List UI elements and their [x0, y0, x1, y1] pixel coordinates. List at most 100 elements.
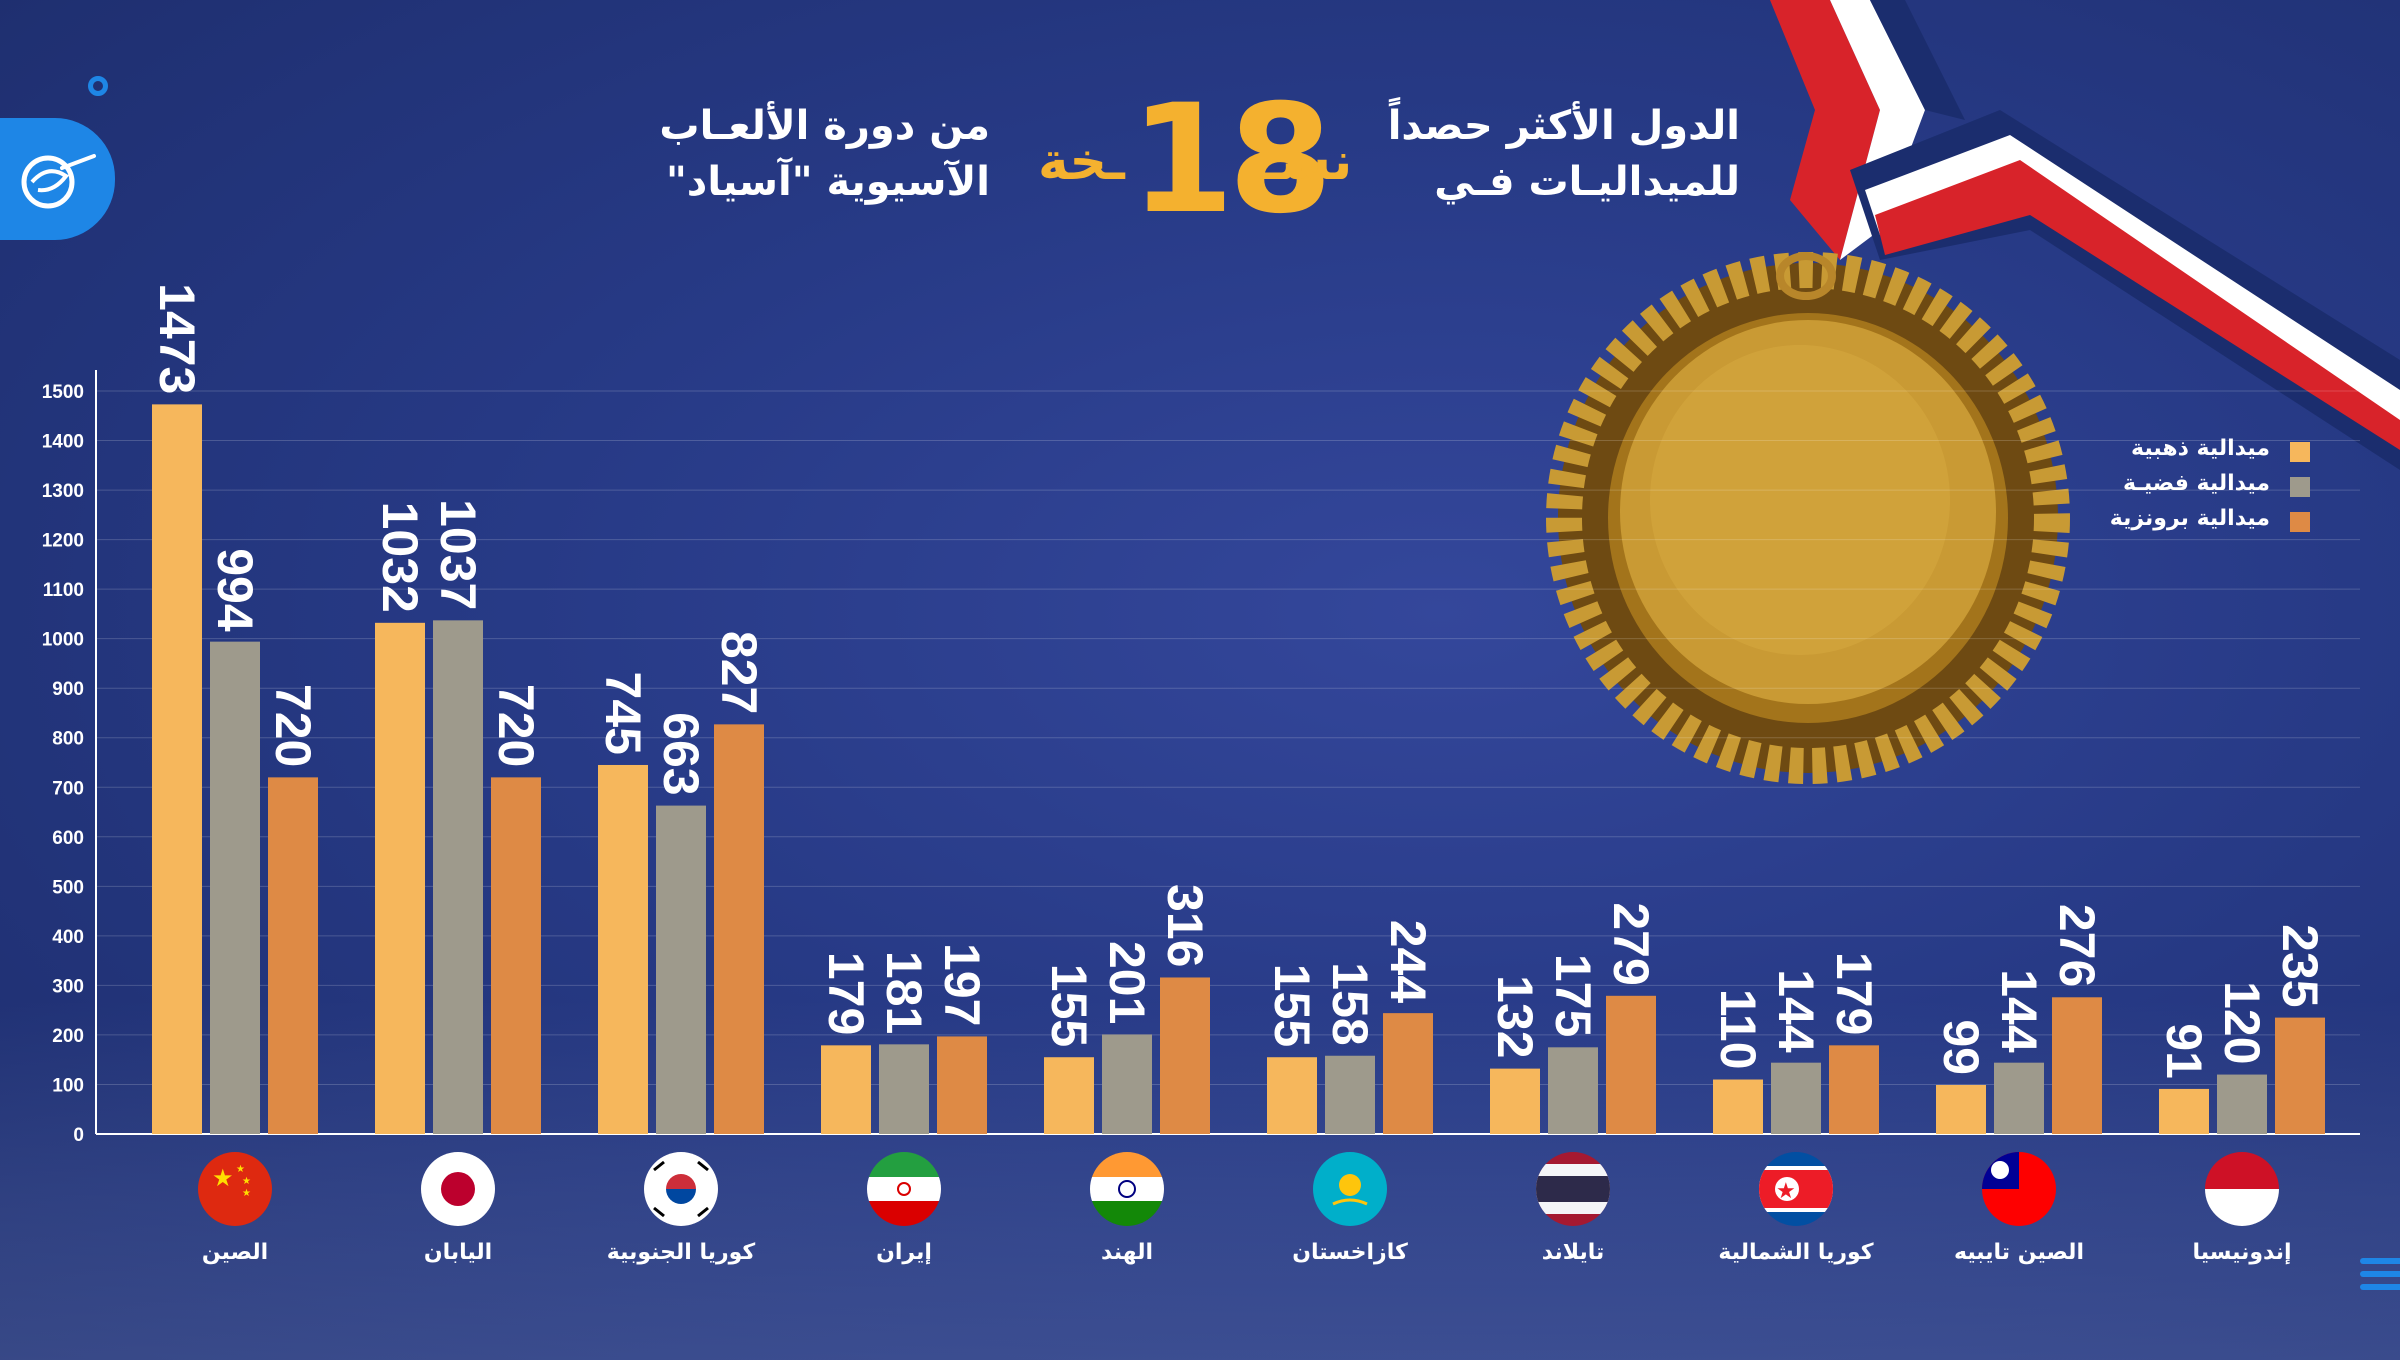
y-tick-label: 1300	[42, 481, 84, 502]
svg-text:★: ★	[236, 1164, 245, 1175]
country-label: كازاخستان	[1292, 1240, 1408, 1265]
bar-value-label: 745	[595, 672, 651, 755]
bar-value-label: 144	[1768, 969, 1824, 1053]
bar-gold	[598, 764, 648, 1134]
country-label: الهند	[1100, 1240, 1153, 1265]
legend-item-bronze: ميدالية برونزية	[2090, 506, 2310, 541]
bar-gold	[152, 404, 202, 1134]
bar-bronze	[1606, 995, 1656, 1134]
title-left-line1: من دورة الألعـاب	[659, 103, 990, 149]
bar-value-label: 201	[1099, 941, 1155, 1024]
bar-value-label: 132	[1487, 975, 1543, 1058]
y-tick-label: 1200	[42, 531, 84, 552]
bar-value-label: 276	[2049, 904, 2105, 987]
y-tick-label: 1000	[42, 630, 84, 651]
bar-bronze	[937, 1036, 987, 1134]
bar-value-label: 197	[934, 943, 990, 1026]
y-tick-label: 700	[52, 778, 84, 799]
bar-value-label: 1473	[149, 283, 205, 394]
north-korea-flag: ★	[1759, 1152, 1833, 1226]
bar-value-label: 179	[818, 952, 874, 1035]
bar-value-label: 158	[1322, 962, 1378, 1045]
bar-bronze	[491, 777, 541, 1134]
bar-value-label: 175	[1545, 954, 1601, 1037]
legend-swatch-bronze	[2290, 512, 2310, 532]
bar-value-label: 827	[711, 631, 767, 714]
south-korea-flag	[644, 1152, 718, 1226]
bar-value-label: 663	[653, 712, 709, 795]
legend-item-silver: ميدالية فضيـة	[2090, 471, 2310, 506]
bar-gold	[1936, 1084, 1986, 1134]
bar-gold	[1490, 1068, 1540, 1134]
legend-swatch-silver	[2290, 477, 2310, 497]
iran-flag	[867, 1152, 941, 1226]
bar-bronze	[1829, 1045, 1879, 1134]
bar-gold	[821, 1045, 871, 1134]
bar-silver	[1548, 1047, 1598, 1134]
bar-bronze	[268, 777, 318, 1134]
country-label: كوريا الجنوبية	[606, 1240, 756, 1265]
edition-number-value: 18	[1130, 73, 1333, 247]
legend-item-gold: ميدالية ذهبية	[2090, 436, 2310, 471]
title-left-line2: الآسيوية "آسياد"	[665, 159, 990, 205]
bar-value-label: 1032	[372, 502, 428, 613]
legend-swatch-gold	[2290, 442, 2310, 462]
bar-silver	[656, 805, 706, 1134]
taiwan-flag	[1982, 1152, 2056, 1226]
bar-bronze	[2052, 997, 2102, 1134]
y-tick-label: 0	[73, 1125, 84, 1146]
y-tick-label: 300	[52, 976, 84, 997]
edition-number: ـخة 18 نسـ	[1030, 70, 1360, 250]
japan-flag	[421, 1152, 495, 1226]
china-flag: ★ ★ ★ ★	[198, 1152, 272, 1226]
y-tick-label: 900	[52, 679, 84, 700]
svg-text:★: ★	[242, 1176, 251, 1187]
al-mayadeen-logo[interactable]	[0, 118, 115, 240]
country-label: كوريا الشمالية	[1718, 1240, 1874, 1265]
bar-silver	[879, 1044, 929, 1134]
bar-value-label: 181	[876, 951, 932, 1034]
bar-silver	[1994, 1062, 2044, 1134]
bar-value-label: 155	[1041, 964, 1097, 1047]
bar-silver	[210, 641, 260, 1134]
bar-bronze	[2275, 1017, 2325, 1134]
y-tick-label: 1100	[43, 580, 84, 601]
logo-calligraphy-icon	[21, 154, 96, 209]
hamburger-menu-icon[interactable]	[2360, 1258, 2400, 1297]
country-label: الصين تايبيه	[1953, 1240, 2084, 1265]
bar-value-label: 235	[2272, 924, 2328, 1007]
title-right-line1: الدول الأكثر حصداً	[1387, 103, 1740, 149]
bar-silver	[1325, 1055, 1375, 1134]
bar-value-label: 155	[1264, 964, 1320, 1047]
bar-silver	[1771, 1062, 1821, 1134]
kazakhstan-flag	[1313, 1152, 1387, 1226]
bar-value-label: 720	[265, 684, 321, 767]
chart-legend: ميدالية ذهبية ميدالية فضيـة ميدالية برون…	[2090, 436, 2310, 541]
y-tick-label: 400	[52, 927, 84, 948]
bar-gold	[1267, 1057, 1317, 1134]
title-left: من دورة الألعـاب الآسيوية "آسياد"	[600, 98, 990, 210]
bar-value-label: 244	[1380, 920, 1436, 1004]
india-flag	[1090, 1152, 1164, 1226]
svg-text:★: ★	[212, 1164, 234, 1192]
bar-value-label: 720	[488, 684, 544, 767]
legend-label-silver: ميدالية فضيـة	[2122, 471, 2270, 496]
y-tick-label: 600	[52, 828, 84, 849]
country-label: إيران	[876, 1240, 932, 1265]
bar-bronze	[1160, 977, 1210, 1134]
logo-dot-icon	[88, 76, 108, 96]
y-tick-label: 200	[52, 1026, 84, 1047]
bar-gold	[2159, 1088, 2209, 1134]
country-label: إندونيسيا	[2192, 1240, 2292, 1265]
bar-bronze	[714, 724, 764, 1134]
y-tick-label: 800	[52, 729, 84, 750]
edition-prefix: نسـ	[1262, 132, 1353, 192]
svg-text:★: ★	[242, 1188, 251, 1199]
bar-value-label: 316	[1157, 884, 1213, 967]
country-label: اليابان	[423, 1240, 493, 1265]
bar-value-label: 994	[207, 548, 263, 632]
title-right-line2: للميداليـات فـي	[1434, 159, 1740, 205]
bar-bronze	[1383, 1013, 1433, 1134]
